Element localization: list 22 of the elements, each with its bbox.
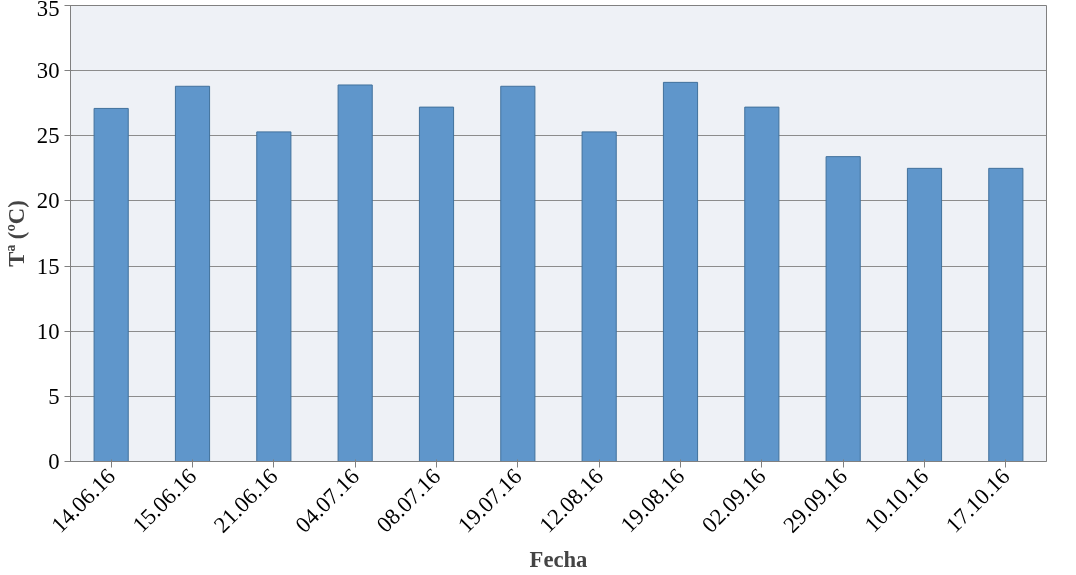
x-axis-title: Fecha <box>529 547 588 573</box>
y-axis-title: Tª (ºC) <box>3 200 29 267</box>
bar <box>662 81 699 462</box>
bar <box>988 167 1024 462</box>
bar <box>744 106 780 462</box>
bar <box>500 85 536 462</box>
bar <box>581 131 617 462</box>
bar <box>337 84 373 462</box>
y-tick-label: 35 <box>36 0 60 21</box>
y-tick-label: 0 <box>48 449 60 474</box>
bar <box>93 107 129 462</box>
y-tick-label: 30 <box>36 58 60 84</box>
bar <box>174 85 211 462</box>
y-tick-label: 5 <box>48 383 60 409</box>
bar <box>418 106 455 462</box>
bar <box>906 167 943 462</box>
bar <box>256 131 292 462</box>
bar <box>825 156 861 462</box>
y-tick-label: 25 <box>36 123 60 149</box>
y-tick-label: 20 <box>36 188 60 214</box>
y-tick-label: 15 <box>36 253 60 279</box>
y-tick-label: 10 <box>36 318 60 344</box>
